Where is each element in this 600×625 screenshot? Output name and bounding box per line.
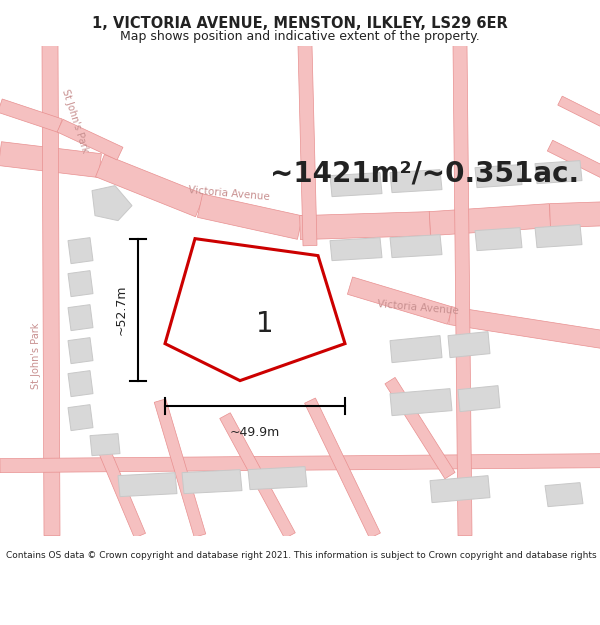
Polygon shape (475, 164, 522, 188)
Text: Victoria Avenue: Victoria Avenue (377, 299, 459, 316)
Polygon shape (475, 228, 522, 251)
Polygon shape (0, 142, 101, 177)
Polygon shape (448, 332, 490, 357)
Polygon shape (94, 438, 146, 538)
Polygon shape (390, 389, 452, 416)
Polygon shape (390, 169, 442, 192)
Polygon shape (330, 238, 382, 261)
Text: Victoria Avenue: Victoria Avenue (188, 185, 271, 202)
Polygon shape (68, 238, 93, 264)
Polygon shape (299, 212, 430, 239)
Polygon shape (535, 161, 582, 184)
Polygon shape (330, 173, 382, 197)
Text: 1: 1 (256, 309, 274, 338)
Polygon shape (220, 412, 295, 539)
Polygon shape (182, 469, 242, 494)
Polygon shape (92, 186, 132, 221)
Text: ~1421m²/~0.351ac.: ~1421m²/~0.351ac. (270, 159, 579, 188)
Polygon shape (298, 46, 317, 246)
Text: Map shows position and indicative extent of the property.: Map shows position and indicative extent… (120, 30, 480, 42)
Polygon shape (248, 467, 307, 489)
Polygon shape (0, 99, 62, 132)
Text: 1, VICTORIA AVENUE, MENSTON, ILKLEY, LS29 6ER: 1, VICTORIA AVENUE, MENSTON, ILKLEY, LS2… (92, 16, 508, 31)
Polygon shape (458, 386, 500, 412)
Polygon shape (95, 154, 205, 217)
Text: St John's Park: St John's Park (31, 322, 41, 389)
Polygon shape (558, 96, 600, 130)
Polygon shape (197, 194, 302, 239)
Polygon shape (545, 482, 583, 507)
Polygon shape (535, 224, 582, 248)
Polygon shape (68, 371, 93, 397)
Polygon shape (449, 307, 600, 349)
Text: ~49.9m: ~49.9m (230, 426, 280, 439)
Polygon shape (68, 271, 93, 297)
Polygon shape (453, 46, 472, 536)
Text: ~52.7m: ~52.7m (115, 284, 128, 335)
Polygon shape (57, 119, 123, 160)
Polygon shape (305, 398, 380, 538)
Text: St John's Park: St John's Park (60, 88, 90, 154)
Polygon shape (118, 472, 177, 497)
Polygon shape (347, 277, 452, 324)
Polygon shape (430, 476, 490, 502)
Polygon shape (90, 434, 120, 456)
Polygon shape (385, 378, 455, 479)
Polygon shape (68, 338, 93, 364)
Text: Contains OS data © Crown copyright and database right 2021. This information is : Contains OS data © Crown copyright and d… (6, 551, 600, 560)
Polygon shape (390, 336, 442, 362)
Polygon shape (42, 46, 60, 536)
Polygon shape (429, 204, 551, 236)
Polygon shape (547, 140, 600, 181)
Polygon shape (154, 399, 206, 538)
Polygon shape (550, 202, 600, 228)
Polygon shape (68, 304, 93, 331)
Polygon shape (390, 234, 442, 258)
Polygon shape (0, 454, 600, 472)
Polygon shape (68, 404, 93, 431)
